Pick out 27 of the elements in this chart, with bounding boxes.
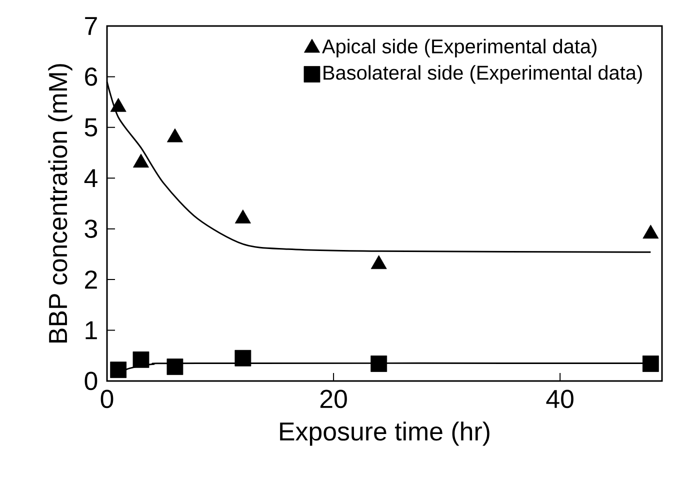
point [642, 356, 659, 372]
point [132, 154, 149, 168]
x-tick-label: 0 [100, 390, 114, 408]
x-tick-label: 40 [546, 390, 574, 408]
point [166, 358, 184, 375]
x-axis-title: Exposure time (hr) [280, 422, 490, 446]
point [370, 356, 388, 372]
point [110, 362, 127, 378]
point [110, 98, 126, 112]
x-tick-label: 20 [320, 390, 347, 408]
legend-label: Basolateral side (Experimental data) [324, 65, 642, 84]
y-tick-label: 5 [84, 118, 98, 136]
y-tick-label: 0 [84, 372, 98, 390]
y-tick-label: 6 [85, 68, 98, 86]
point [132, 351, 150, 368]
point [234, 350, 252, 366]
legend-label: Apical side (Experimental data) [322, 38, 596, 58]
point [234, 210, 251, 224]
y-tick-label: 1 [86, 321, 97, 340]
y-axis-title: BBP concentration (mM) [48, 64, 72, 342]
point [370, 255, 387, 270]
point [166, 128, 183, 142]
y-tick-label: 7 [85, 17, 97, 35]
point [642, 224, 659, 239]
y-tick-label: 3 [84, 220, 98, 238]
y-tick-label: 2 [85, 270, 97, 289]
y-tick-label: 4 [84, 169, 98, 188]
